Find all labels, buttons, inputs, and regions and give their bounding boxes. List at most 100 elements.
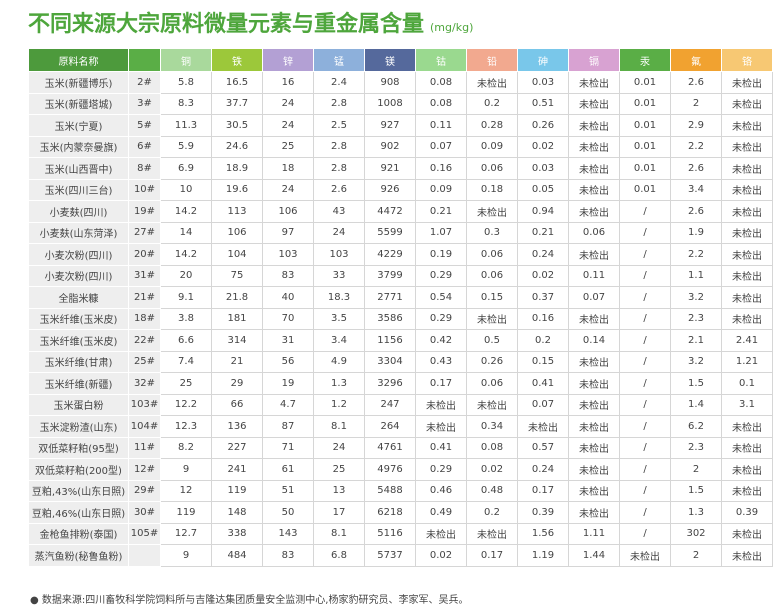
value-cell: 0.24	[517, 243, 569, 266]
value-cell: 0.01	[619, 157, 671, 180]
sample-code: 21#	[128, 286, 161, 309]
value-cell: 0.29	[415, 307, 467, 330]
sample-code: 29#	[128, 479, 161, 502]
value-cell: 3.1	[721, 393, 773, 416]
value-cell: 902	[364, 135, 416, 158]
row: 玉米纤维(新疆) 32# 25 29 19 1.3 3296 0.17 0.06 0.41 未检出 /…	[28, 372, 773, 395]
material-name: 小麦次粉(四川)	[28, 264, 129, 287]
value-cell: 0.49	[415, 501, 467, 524]
value-cell: 908	[364, 71, 416, 94]
value-cell: 6.9	[160, 157, 212, 180]
value-cell: 24	[313, 436, 365, 459]
value-cell: 0.46	[415, 479, 467, 502]
value-cell: 未检出	[568, 307, 620, 330]
value-cell: 0.1	[721, 372, 773, 395]
value-cell: 25	[313, 458, 365, 481]
header-row: 原料名称 铜铁锌锰镁钴铅砷镉汞氟铬	[28, 48, 773, 72]
sample-code: 10#	[128, 178, 161, 201]
value-cell: 0.02	[466, 458, 518, 481]
value-cell: 66	[211, 393, 263, 416]
value-cell: 1156	[364, 329, 416, 352]
value-cell: 1008	[364, 92, 416, 115]
column-header: 铅	[466, 48, 518, 72]
value-cell: 0.51	[517, 92, 569, 115]
value-cell: 未检出	[721, 200, 773, 223]
value-cell: 0.16	[517, 307, 569, 330]
value-cell: 5488	[364, 479, 416, 502]
value-cell: 9	[160, 458, 212, 481]
value-cell: 未检出	[466, 200, 518, 223]
value-cell: 119	[211, 479, 263, 502]
sample-code: 103#	[128, 393, 161, 416]
value-cell: 1.21	[721, 350, 773, 373]
value-cell: 0.18	[466, 178, 518, 201]
value-cell: 0.01	[619, 71, 671, 94]
row: 玉米(新疆塔城) 3# 8.3 37.7 24 2.8 1008 0.08 0.2 0.51 未检出…	[28, 92, 773, 115]
value-cell: 未检出	[415, 415, 467, 438]
value-cell: 未检出	[721, 415, 773, 438]
value-cell: 0.07	[568, 286, 620, 309]
value-cell: 0.39	[721, 501, 773, 524]
value-cell: 0.17	[517, 479, 569, 502]
value-cell: 0.5	[466, 329, 518, 352]
value-cell: 0.24	[517, 458, 569, 481]
value-cell: /	[619, 329, 671, 352]
value-cell: 2.6	[670, 200, 722, 223]
value-cell: 0.01	[619, 92, 671, 115]
value-cell: 0.3	[466, 221, 518, 244]
material-name: 玉米蛋白粉	[28, 393, 129, 416]
sample-code: 22#	[128, 329, 161, 352]
material-name: 双低菜籽粕(95型)	[28, 436, 129, 459]
value-cell: 0.07	[415, 135, 467, 158]
value-cell: 8.2	[160, 436, 212, 459]
value-cell: 2.8	[313, 135, 365, 158]
value-cell: 61	[262, 458, 314, 481]
material-name: 玉米淀粉渣(山东)	[28, 415, 129, 438]
value-cell: 未检出	[721, 243, 773, 266]
sample-code: 6#	[128, 135, 161, 158]
value-cell: 11.3	[160, 114, 212, 137]
value-cell: 70	[262, 307, 314, 330]
value-cell: 148	[211, 501, 263, 524]
sample-code: 104#	[128, 415, 161, 438]
value-cell: 83	[262, 544, 314, 567]
value-cell: 0.06	[568, 221, 620, 244]
column-header: 锌	[262, 48, 314, 72]
column-header: 铁	[211, 48, 263, 72]
value-cell: 24	[313, 221, 365, 244]
value-cell: 0.48	[466, 479, 518, 502]
value-cell: 5.8	[160, 71, 212, 94]
value-cell: 5599	[364, 221, 416, 244]
row: 玉米(内蒙奈曼旗) 6# 5.9 24.6 25 2.8 902 0.07 0.09 0.02 未检…	[28, 135, 773, 158]
value-cell: 24	[262, 114, 314, 137]
value-cell: 56	[262, 350, 314, 373]
value-cell: 2.6	[313, 178, 365, 201]
value-cell: 未检出	[721, 135, 773, 158]
value-cell: 3.8	[160, 307, 212, 330]
material-name: 玉米纤维(玉米皮)	[28, 329, 129, 352]
value-cell: 75	[211, 264, 263, 287]
material-name: 玉米(新疆塔城)	[28, 92, 129, 115]
value-cell: /	[619, 458, 671, 481]
material-name: 小麦次粉(四川)	[28, 243, 129, 266]
value-cell: 未检出	[568, 501, 620, 524]
value-cell: 2	[670, 458, 722, 481]
value-cell: 0.17	[466, 544, 518, 567]
value-cell: 0.37	[517, 286, 569, 309]
value-cell: 9.1	[160, 286, 212, 309]
value-cell: 12	[160, 479, 212, 502]
value-cell: 8.1	[313, 522, 365, 545]
value-cell: 51	[262, 479, 314, 502]
value-cell: 247	[364, 393, 416, 416]
value-cell: 未检出	[568, 372, 620, 395]
value-cell: 18.3	[313, 286, 365, 309]
value-cell: 0.15	[517, 350, 569, 373]
value-cell: 0.08	[415, 71, 467, 94]
value-cell: 103	[313, 243, 365, 266]
value-cell: 0.21	[517, 221, 569, 244]
value-cell: /	[619, 264, 671, 287]
row: 玉米(山西晋中) 8# 6.9 18.9 18 2.8 921 0.16 0.06 0.03 未检出…	[28, 157, 773, 180]
value-cell: 71	[262, 436, 314, 459]
value-cell: /	[619, 372, 671, 395]
